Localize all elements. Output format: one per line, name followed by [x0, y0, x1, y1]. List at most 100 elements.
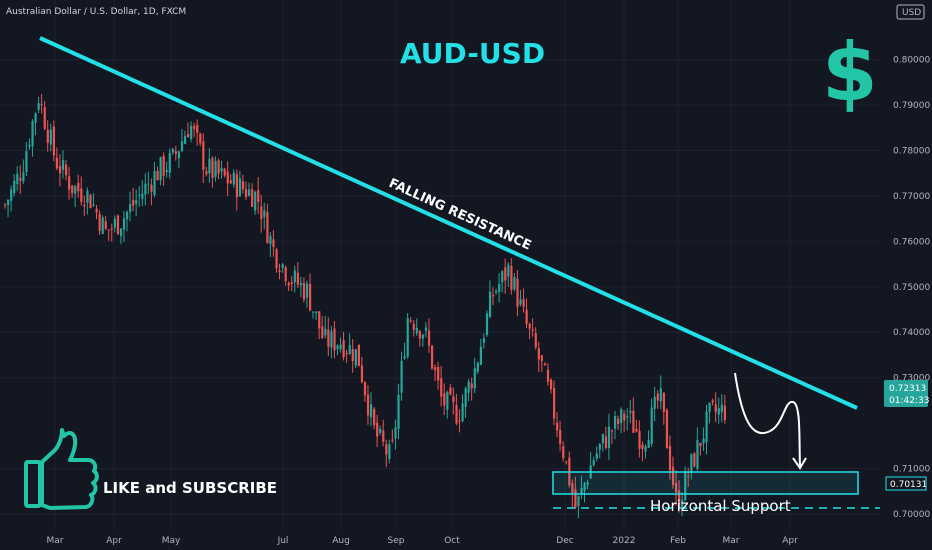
support-zone[interactable]	[552, 471, 859, 495]
candle-body	[610, 430, 614, 432]
candle-body	[46, 129, 49, 143]
candle-body	[333, 328, 336, 351]
candle-body	[278, 270, 281, 273]
candle-body	[287, 282, 290, 286]
candle-body	[690, 454, 693, 474]
currency-label: USD	[902, 8, 921, 18]
candle-body	[302, 283, 306, 300]
y-tick-label: 0.79000	[893, 101, 930, 111]
candle-body	[187, 134, 190, 138]
candle-body	[241, 181, 245, 190]
candle-body	[467, 381, 470, 393]
candle-body	[61, 160, 65, 170]
candle-body	[232, 172, 235, 185]
candle-body	[113, 219, 116, 228]
candle-body	[583, 483, 586, 491]
candle-body	[251, 189, 254, 207]
candle-body	[238, 178, 242, 197]
candle-body	[324, 328, 327, 336]
thumbs-up-icon[interactable]	[24, 428, 99, 510]
candle-body	[519, 299, 522, 305]
candle-body	[122, 218, 126, 230]
candle-body	[382, 430, 385, 442]
time-axis[interactable]: Mar Apr May Jul Aug Sep Oct Dec 2022 Feb Mar Apr	[47, 536, 799, 546]
y-tick-label: 0.74000	[893, 328, 930, 338]
candle-body	[452, 396, 455, 403]
candle-body	[147, 183, 150, 185]
candle-body	[562, 446, 565, 459]
y-tick-label: 0.71000	[893, 465, 930, 475]
candle-body	[150, 184, 153, 192]
candle-body	[485, 313, 489, 335]
candle-body	[336, 345, 339, 350]
candle-body	[104, 221, 107, 229]
candle-body	[214, 160, 217, 177]
candle-body	[586, 482, 589, 485]
candle-body	[479, 346, 482, 366]
candle-body	[342, 340, 345, 358]
candle-body	[129, 204, 132, 212]
candle-body	[223, 168, 226, 176]
candle-body	[470, 383, 473, 389]
falling-resistance-line[interactable]	[39, 36, 858, 410]
candle-body	[440, 378, 443, 397]
candle-body	[549, 379, 553, 390]
candle-body	[464, 388, 467, 407]
y-tick-label: 0.80000	[893, 56, 930, 66]
candle-body	[92, 204, 95, 206]
candle-body	[196, 124, 199, 133]
candle-body	[614, 416, 617, 429]
candle-body	[348, 344, 351, 355]
candle-body	[473, 368, 476, 389]
candle-body	[315, 311, 318, 314]
price-axis[interactable]: 0.80000 0.79000 0.78000 0.77000 0.76000 0.750…	[893, 56, 930, 520]
candle-body	[357, 344, 360, 367]
candle-body	[296, 272, 299, 285]
candle-body	[80, 188, 83, 202]
candle-body	[254, 191, 257, 211]
y-tick-label: 0.77000	[893, 192, 930, 202]
y-tick-label: 0.78000	[893, 146, 930, 156]
y-tick-label: 0.73000	[893, 374, 930, 384]
candle-body	[644, 446, 647, 452]
candle-body	[525, 309, 528, 325]
candle-body	[495, 291, 498, 293]
dollar-icon: $	[822, 26, 878, 119]
candle-body	[159, 157, 162, 181]
candle-body	[138, 194, 141, 196]
currency-selector[interactable]	[896, 4, 925, 20]
candle-body	[22, 172, 25, 182]
candle-body	[409, 320, 412, 322]
candle-body	[43, 107, 46, 129]
last-price-text: 0.72313	[889, 384, 926, 394]
candle-body	[388, 444, 391, 460]
candle-body	[546, 369, 550, 382]
candle-body	[312, 311, 315, 313]
x-tick-label: May	[162, 536, 181, 546]
candle-body	[397, 394, 400, 430]
candle-body	[299, 283, 303, 286]
candle-body	[412, 323, 415, 330]
candle-body	[208, 158, 211, 174]
candle-body	[537, 348, 540, 360]
candle-body	[40, 104, 43, 106]
candle-body	[86, 190, 89, 204]
candle-body	[165, 169, 168, 173]
candle-body	[714, 404, 717, 413]
candle-body	[116, 215, 120, 234]
candle-body	[565, 461, 568, 463]
candle-body	[461, 403, 464, 422]
candle-body	[385, 444, 388, 455]
last-price-badge	[884, 380, 928, 407]
candle-body	[13, 180, 16, 194]
candle-body	[510, 265, 513, 290]
candle-body	[434, 367, 437, 371]
support-price-text: 0.70131	[890, 480, 927, 490]
candle-body	[168, 153, 171, 173]
candle-body	[684, 471, 687, 501]
candle-body	[284, 267, 287, 282]
candle-body	[626, 416, 629, 418]
candle-body	[665, 409, 669, 449]
candle-body	[31, 121, 34, 147]
